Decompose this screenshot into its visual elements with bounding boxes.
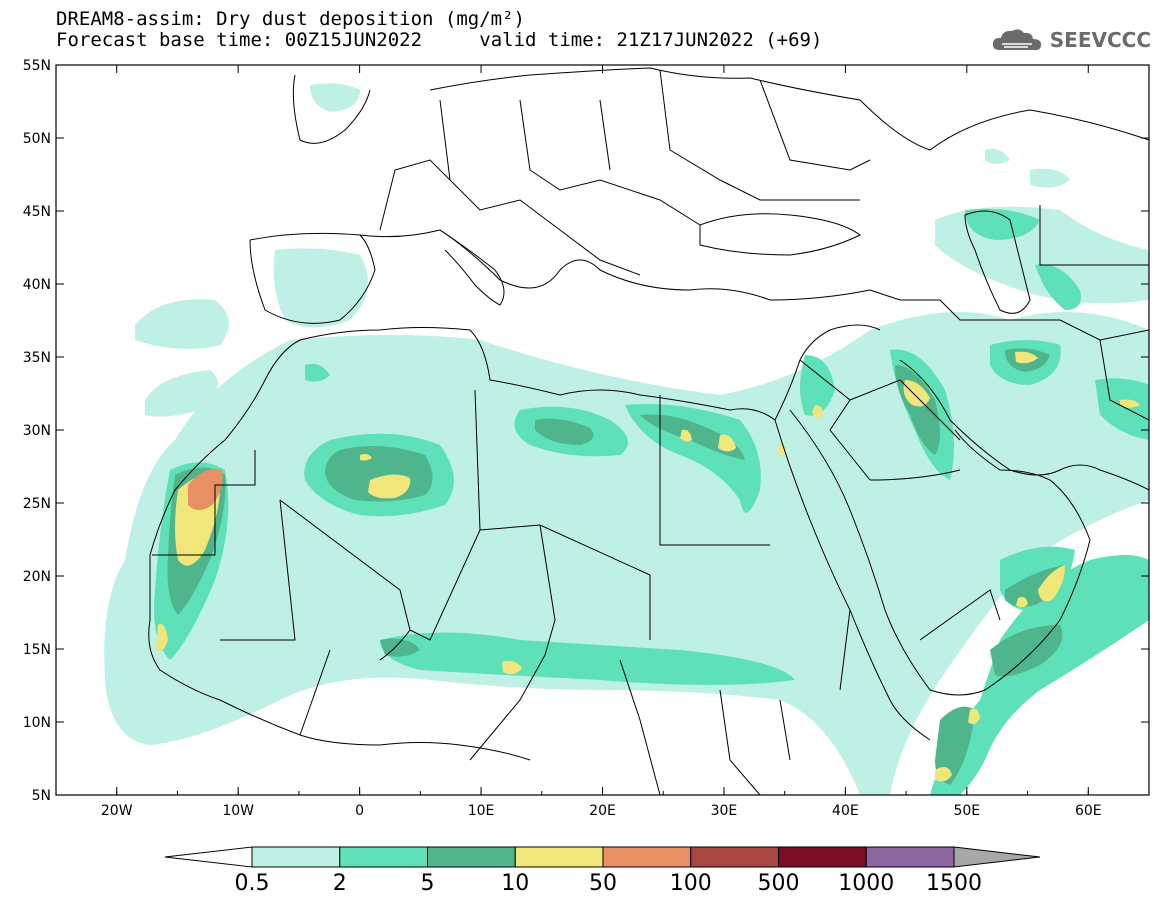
lat-tick-label: 30N: [23, 423, 51, 439]
seevccc-logo: SEEVCCC: [990, 26, 1151, 54]
lon-tick-label: 30E: [711, 803, 738, 819]
lat-tick-label: 25N: [23, 496, 51, 512]
lat-tick-label: 40N: [23, 277, 51, 293]
cloud-icon: [992, 29, 1041, 51]
colorbar-segment: [690, 846, 779, 868]
colorbar-segment: [251, 846, 341, 868]
lat-tick-label: 10N: [23, 715, 51, 731]
colorbar-segment: [514, 846, 604, 868]
colorbar-segment: [778, 846, 867, 868]
colorbar-label: 0.5: [235, 871, 270, 896]
valid-time: valid time: 21Z17JUN2022 (+69): [479, 29, 823, 51]
lon-tick-label: 50E: [953, 803, 980, 819]
lon-tick-label: 20E: [589, 803, 616, 819]
colorbar-label: 50: [589, 871, 617, 896]
colorbar-label: 500: [758, 871, 800, 896]
colorbar-segment: [865, 846, 955, 868]
longitude-axis: 20W 10W 0 10E 20E 30E 40E 50E 60E: [55, 65, 1150, 819]
colorbar-label: 1500: [926, 871, 982, 896]
lon-tick-label: 10E: [468, 803, 495, 819]
colorbar-label: 1000: [838, 871, 894, 896]
lat-tick-label: 5N: [32, 788, 51, 804]
map-subtitle: Forecast base time: 00Z15JUN2022 valid t…: [56, 30, 822, 50]
forecast-base-time: Forecast base time: 00Z15JUN2022: [56, 29, 423, 51]
lat-tick-label: 50N: [23, 131, 51, 147]
map-title: DREAM8-assim: Dry dust deposition (mg/m²…: [56, 8, 525, 30]
deposition-field: [56, 65, 1149, 795]
lon-tick-label: 20W: [101, 803, 133, 819]
latitude-axis: 55N 50N 45N 40N 35N 30N 25N 20N 15N 10N 5N: [23, 58, 1149, 804]
lon-tick-label: 60E: [1075, 803, 1102, 819]
lat-tick-label: 15N: [23, 642, 51, 658]
colorbar-lower-triangle: [164, 846, 253, 868]
colorbar-segment: [602, 846, 692, 868]
colorbar-label: 10: [501, 871, 529, 896]
colorbar-label: 2: [333, 871, 347, 896]
lon-tick-label: 0: [355, 803, 364, 819]
colorbar: 0.5 2 5 10 50 100 500 1000 1500: [164, 846, 1041, 896]
lon-tick-label: 40E: [832, 803, 859, 819]
colorbar-label: 100: [670, 871, 712, 896]
lat-tick-label: 20N: [23, 569, 51, 585]
colorbar-segment: [427, 846, 516, 868]
lat-tick-label: 55N: [23, 58, 51, 74]
colorbar-label: 5: [421, 871, 435, 896]
lon-tick-label: 10W: [222, 803, 254, 819]
lat-tick-label: 45N: [23, 204, 51, 220]
colorbar-segment: [339, 846, 428, 868]
logo-text: SEEVCCC: [1049, 28, 1151, 52]
colorbar-upper-triangle: [953, 846, 1041, 868]
lat-tick-label: 35N: [23, 350, 51, 366]
